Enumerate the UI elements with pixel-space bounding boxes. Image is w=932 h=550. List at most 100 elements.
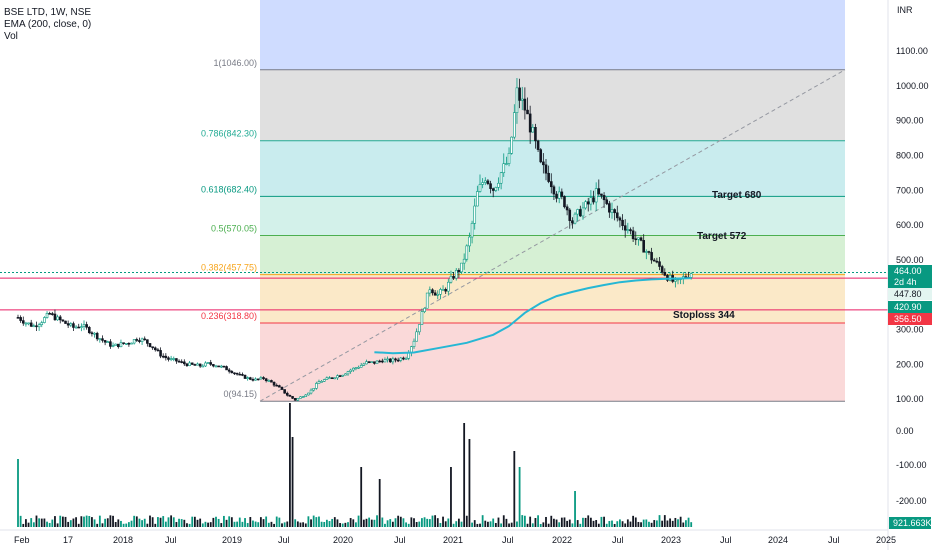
candle-body (74, 326, 78, 329)
candle-body (111, 345, 115, 347)
volume-bar (513, 451, 516, 527)
candle-body (642, 240, 645, 253)
candle-body (333, 377, 337, 380)
candle-body (573, 213, 577, 224)
volume-bar (204, 521, 207, 527)
candle-body (483, 180, 487, 183)
volume-bar (220, 523, 223, 527)
candle-body (101, 338, 104, 341)
candle-body (58, 316, 62, 321)
candle-body (69, 323, 73, 326)
volume-bar (151, 517, 154, 527)
volume-bar (349, 518, 352, 527)
volume-bar (645, 519, 648, 527)
candle-body (502, 163, 506, 174)
candle-body (584, 201, 587, 209)
candle-body (407, 352, 411, 359)
volume-bar (526, 523, 529, 527)
volume-bar (626, 519, 629, 527)
price-tick-label: 100.00 (896, 394, 924, 404)
candle-body (87, 327, 91, 334)
price-label-countdown: 2d 4h (894, 277, 917, 287)
indicator-label[interactable]: EMA (200, close, 0) (4, 19, 92, 30)
candle-body (251, 379, 255, 381)
candle-body (304, 394, 308, 397)
candle-body (341, 374, 345, 377)
candle-body (449, 275, 453, 283)
candle-body (452, 275, 455, 279)
volume-bar (500, 523, 503, 527)
volume-bar (93, 519, 96, 527)
volume-bar (632, 515, 635, 527)
candle-body (674, 279, 677, 282)
time-tick-label: Jul (828, 535, 840, 545)
volume-current-label: 921.663K (893, 518, 932, 528)
candle-body (470, 222, 474, 238)
volume-bar (502, 515, 505, 527)
volume-bar (257, 522, 260, 527)
volume-bar (487, 521, 489, 527)
volume-bar (558, 522, 561, 527)
volume-bar (233, 521, 236, 527)
volume-bar (455, 521, 458, 527)
volume-bar (246, 523, 249, 527)
volume-bar (146, 523, 149, 527)
candle-body (528, 113, 532, 133)
candle-body (365, 361, 368, 365)
candle-body (602, 195, 606, 201)
annotations: Target 680 Target 572 Stoploss 344 (673, 190, 762, 321)
price-label-value: 420.90 (894, 302, 922, 312)
volume-bar (476, 523, 479, 527)
candle-body (608, 203, 611, 213)
candle-body (328, 377, 331, 379)
candle-body (404, 357, 408, 360)
volume-bar (677, 519, 679, 527)
volume-bar (550, 515, 553, 527)
candle-body (544, 164, 548, 174)
volume-bar (270, 521, 273, 527)
candle-body (43, 317, 46, 323)
volume-bar (51, 519, 54, 527)
volume-bar (172, 517, 175, 527)
time-tick-label: Jul (278, 535, 290, 545)
volume-bar (238, 517, 241, 527)
volume-bar (574, 491, 576, 527)
volume-bar (85, 515, 88, 527)
volume-bar (96, 523, 99, 527)
volume-bar (17, 459, 19, 527)
volume-bar (59, 515, 62, 527)
candle-body (579, 209, 582, 217)
volume-bar (72, 518, 75, 527)
volume-bar (323, 521, 326, 527)
volume-label[interactable]: Vol (4, 31, 18, 42)
volume-bar (22, 523, 25, 527)
volume-bar (605, 523, 608, 527)
volume-bar (315, 517, 318, 527)
time-tick-label: 2024 (768, 535, 788, 545)
volume-bar (294, 519, 297, 527)
candle-body (130, 342, 133, 345)
volume-bar (83, 516, 85, 527)
candle-body (420, 311, 424, 325)
volume-bar (267, 522, 270, 527)
candle-body (367, 361, 371, 363)
candle-body (225, 366, 228, 371)
volume-bar (434, 515, 437, 527)
candle-body (454, 269, 458, 279)
candle-body (383, 359, 387, 363)
volume-bar (376, 515, 378, 527)
volume-bar (560, 517, 563, 527)
volume-bar (381, 517, 384, 527)
volume-bar (640, 522, 642, 527)
fib-band (260, 140, 845, 197)
volume-bar (162, 516, 165, 527)
volume-bar (613, 523, 616, 527)
candle-body (594, 188, 598, 203)
volume-bar (658, 515, 661, 527)
volume-bar (410, 517, 413, 527)
volume-bar (463, 423, 466, 527)
candle-body (16, 317, 20, 319)
candle-body (315, 383, 318, 389)
candle-body (396, 359, 400, 362)
